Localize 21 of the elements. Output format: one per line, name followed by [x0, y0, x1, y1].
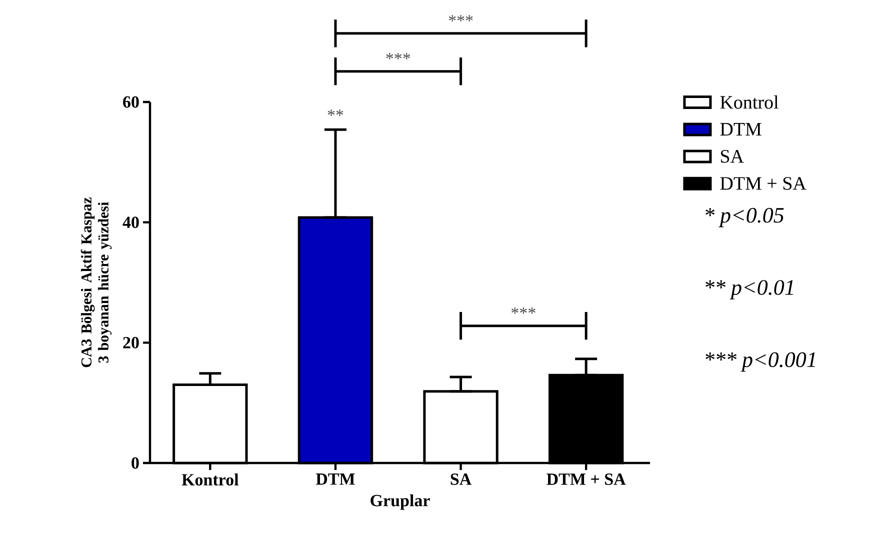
- x-tick-label: Kontrol: [182, 474, 239, 486]
- legend-label: SA: [720, 150, 744, 163]
- annotation: **: [328, 110, 344, 116]
- legend-label: Kontrol: [720, 95, 778, 109]
- y-axis-title: CA3 Bölgesi Aktif Kaspaz 3 boyanan hücre yüzdesi: [80, 197, 112, 368]
- y-tick-label: 40: [122, 216, 139, 228]
- text: *** p<0.001: [706, 352, 816, 372]
- y-tick-label: 60: [123, 96, 139, 108]
- text: * p<0.05: [706, 208, 784, 228]
- legend-label: DTM: [720, 123, 762, 136]
- x-axis-title: Gruplar: [370, 494, 430, 510]
- legend-label: DTM + SA: [720, 177, 806, 190]
- x-tick-label: DTM: [316, 474, 355, 485]
- annotation: ***: [512, 308, 536, 314]
- x-tick-label: DTM + SA: [546, 474, 626, 485]
- text: ***: [386, 53, 410, 60]
- x-tick-label: SA: [450, 474, 472, 485]
- text: ***: [448, 15, 473, 22]
- y-tick-label: 20: [123, 336, 139, 348]
- text: ** p<0.01: [706, 280, 794, 300]
- y-tick-label: 0: [132, 457, 139, 469]
